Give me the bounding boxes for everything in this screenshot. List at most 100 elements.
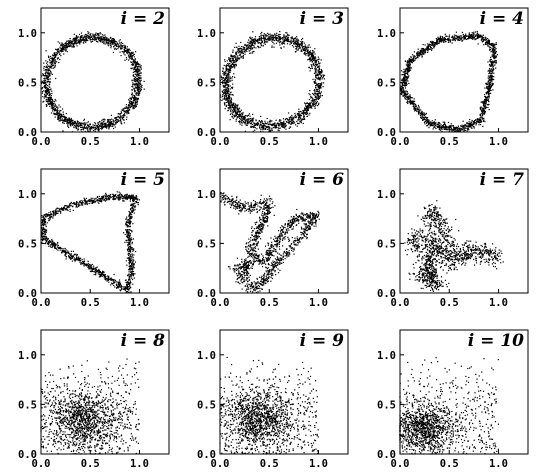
data-point (278, 38, 280, 40)
data-point (58, 52, 60, 54)
data-point (98, 126, 100, 128)
data-point (418, 109, 421, 111)
data-point (315, 74, 317, 76)
data-point (79, 125, 81, 127)
data-point (469, 34, 472, 37)
data-point (289, 126, 291, 128)
data-point (489, 43, 491, 45)
data-point (474, 31, 477, 33)
data-point (408, 96, 410, 99)
data-point (52, 67, 54, 69)
data-point (275, 37, 277, 40)
data-point (244, 117, 246, 120)
data-point (128, 101, 130, 104)
data-point (283, 127, 286, 129)
data-point (126, 113, 128, 115)
data-point (45, 104, 47, 106)
data-point (279, 38, 281, 40)
data-point (423, 114, 425, 116)
data-point (254, 124, 256, 126)
data-point (483, 113, 485, 115)
data-point (231, 59, 233, 61)
data-point (46, 76, 48, 78)
data-point (124, 50, 126, 52)
data-point (49, 78, 51, 80)
data-point (255, 47, 257, 49)
data-point (296, 41, 298, 43)
data-point (228, 65, 230, 67)
data-point (47, 102, 49, 104)
data-point (265, 38, 267, 40)
data-point (489, 76, 491, 78)
data-point (127, 107, 129, 110)
data-point (493, 78, 495, 81)
data-point (440, 41, 442, 43)
data-point (81, 131, 83, 133)
data-point (314, 106, 316, 108)
data-point (45, 98, 47, 100)
data-point (253, 41, 256, 43)
data-point (227, 85, 229, 87)
data-point (405, 83, 407, 85)
data-point (86, 127, 89, 129)
data-point (133, 89, 136, 91)
data-point (254, 127, 256, 129)
data-point (316, 90, 319, 92)
data-point (416, 54, 419, 56)
data-point (46, 84, 48, 87)
data-point (240, 50, 242, 52)
data-point (247, 123, 249, 125)
data-point (411, 62, 413, 64)
data-point (244, 53, 246, 55)
data-point (482, 107, 484, 110)
data-point (55, 105, 57, 107)
data-point (105, 41, 107, 43)
data-point (305, 108, 307, 110)
data-point (240, 121, 243, 123)
data-point (49, 101, 51, 103)
data-point (57, 57, 59, 59)
data-point (72, 43, 75, 45)
data-point (233, 60, 236, 62)
data-point (95, 129, 97, 131)
data-point (108, 121, 110, 123)
data-point (84, 130, 86, 133)
data-point (261, 125, 263, 127)
data-point (299, 47, 301, 49)
data-point (267, 128, 269, 131)
data-point (47, 90, 49, 92)
data-point (228, 103, 230, 105)
data-point (447, 41, 449, 43)
data-point (82, 128, 84, 130)
data-point (302, 118, 304, 120)
data-point (406, 94, 409, 96)
data-point (315, 104, 317, 106)
data-point (50, 70, 52, 73)
data-point (274, 33, 276, 35)
data-point (107, 120, 109, 122)
data-point (222, 83, 224, 85)
data-point (117, 46, 120, 48)
data-point (231, 112, 233, 114)
data-point (226, 101, 229, 103)
data-point (140, 72, 142, 75)
data-point (233, 63, 235, 65)
data-point (226, 83, 229, 85)
data-point (479, 113, 481, 115)
data-point (136, 84, 138, 86)
data-point (245, 114, 247, 117)
data-point (132, 63, 134, 66)
data-point (492, 83, 494, 85)
data-point (84, 33, 86, 36)
data-point (235, 108, 237, 110)
data-point (132, 94, 134, 96)
data-point (313, 105, 315, 107)
data-point (444, 124, 447, 126)
data-point (429, 40, 432, 43)
data-point (469, 36, 472, 39)
data-point (64, 46, 67, 48)
data-point (127, 99, 130, 101)
data-point (452, 128, 454, 131)
data-point (219, 83, 222, 85)
data-point (495, 57, 497, 59)
